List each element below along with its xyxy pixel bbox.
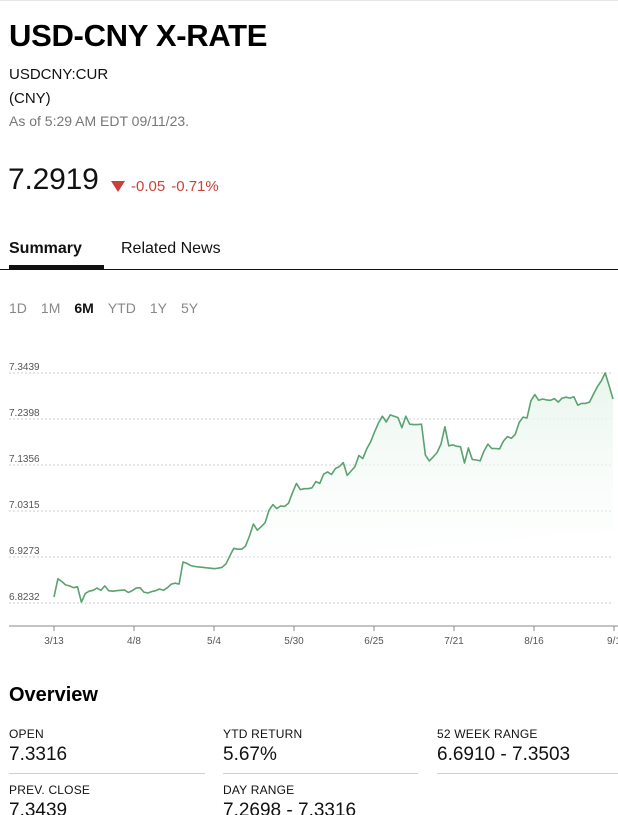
stat-divider (223, 773, 418, 774)
price-line (53, 372, 614, 603)
x-tick-label: 6/25 (364, 636, 384, 647)
ticker-symbol: USDCNY:CUR (9, 66, 109, 83)
y-tick-label: 7.3439 (9, 362, 40, 373)
x-tick-label: 5/30 (284, 636, 304, 647)
stat-prev-close: PREV. CLOSE 7.3439 (9, 783, 205, 815)
range-5y[interactable]: 5Y (180, 300, 199, 316)
stat-ytd-return: YTD RETURN 5.67% (223, 727, 419, 766)
price-chart[interactable]: 7.3439 7.2398 7.1356 7.0315 6.9273 6.8232 3/13… (0, 350, 618, 650)
change-percent: -0.71% (171, 178, 219, 195)
y-tick-label: 7.1356 (9, 454, 40, 465)
tab-bar: Summary Related News (0, 230, 618, 270)
stat-value: 7.3439 (9, 800, 68, 815)
stat-value: 7.3316 (9, 744, 68, 765)
x-tick-label: 5/4 (207, 636, 221, 647)
y-tick-label: 7.2398 (9, 408, 40, 419)
stat-52-week-range: 52 WEEK RANGE 6.6910 - 7.3503 (437, 727, 618, 766)
stat-value: 7.2698 - 7.3316 (223, 800, 357, 815)
top-divider (0, 0, 618, 1)
overview-heading: Overview (9, 684, 98, 706)
range-1y[interactable]: 1Y (149, 300, 167, 316)
stat-label: PREV. CLOSE (9, 783, 91, 797)
tab-related-news[interactable]: Related News (121, 240, 221, 257)
x-tick-label: 7/21 (444, 636, 464, 647)
range-ytd[interactable]: YTD (107, 300, 136, 316)
price-area-fill (54, 372, 613, 603)
y-tick-label: 6.8232 (9, 592, 40, 603)
stat-open: OPEN 7.3316 (9, 727, 205, 766)
stat-value: 6.6910 - 7.3503 (437, 744, 571, 765)
stat-divider (437, 773, 618, 774)
time-range-selector: 1D 1M 6M YTD 1Y 5Y (9, 300, 212, 316)
stat-value: 5.67% (223, 744, 277, 765)
x-tick-label: 4/8 (127, 636, 141, 647)
down-arrow-icon (111, 181, 125, 192)
currency-label: (CNY) (9, 90, 51, 107)
stat-label: 52 WEEK RANGE (437, 727, 538, 741)
range-1d[interactable]: 1D (9, 300, 27, 316)
current-price: 7.2919 (8, 163, 99, 196)
stat-day-range: DAY RANGE 7.2698 - 7.3316 (223, 783, 419, 815)
change-value: -0.05 (131, 178, 166, 195)
stat-divider (9, 773, 205, 774)
x-tick-label: 3/13 (44, 636, 64, 647)
stat-label: YTD RETURN (223, 727, 303, 741)
x-tick-label: 9/1 (607, 636, 618, 647)
tab-summary[interactable]: Summary (9, 240, 82, 257)
as-of-timestamp: As of 5:29 AM EDT 09/11/23. (9, 113, 190, 129)
x-tick-label: 8/16 (524, 636, 544, 647)
price-change: -0.05 -0.71% (111, 178, 219, 195)
y-tick-label: 6.9273 (9, 546, 40, 557)
range-1m[interactable]: 1M (40, 300, 61, 316)
stat-label: OPEN (9, 727, 44, 741)
range-6m[interactable]: 6M (74, 300, 94, 316)
active-tab-indicator (9, 265, 104, 269)
page-title: USD-CNY X-RATE (9, 18, 268, 53)
stat-label: DAY RANGE (223, 783, 295, 797)
y-tick-label: 7.0315 (9, 500, 40, 511)
